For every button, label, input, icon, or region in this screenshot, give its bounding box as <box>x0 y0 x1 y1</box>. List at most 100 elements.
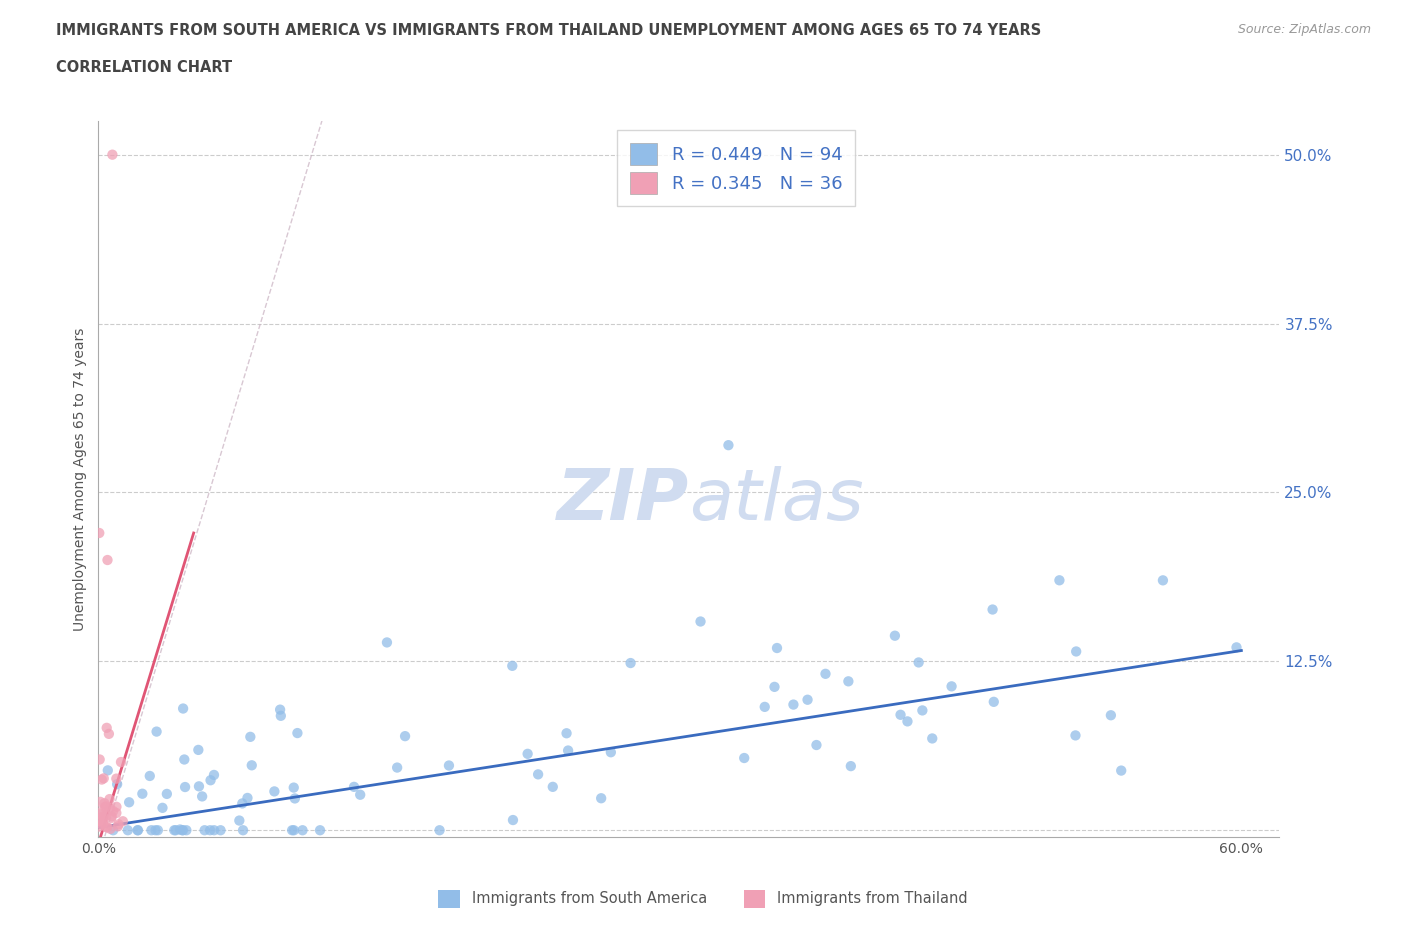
Point <box>1109 764 1132 778</box>
Point <box>91 816 114 830</box>
Point <box>105 777 128 791</box>
Point <box>176 823 198 838</box>
Point <box>232 823 254 838</box>
Point <box>105 805 128 820</box>
Point <box>96 820 118 835</box>
Point <box>198 823 221 838</box>
Point <box>983 695 1005 710</box>
Point <box>269 702 291 717</box>
Point <box>127 823 149 838</box>
Point <box>209 823 232 838</box>
Legend: R = 0.449   N = 94, R = 0.345   N = 36: R = 0.449 N = 94, R = 0.345 N = 36 <box>617 130 855 206</box>
Point <box>98 791 121 806</box>
Point <box>754 699 776 714</box>
Point <box>236 790 259 805</box>
Point <box>839 759 862 774</box>
Point <box>131 786 153 801</box>
Point <box>240 758 263 773</box>
Point <box>96 721 118 736</box>
Point <box>619 656 641 671</box>
Point <box>796 692 818 707</box>
Point <box>689 614 711 629</box>
Point <box>287 725 309 740</box>
Point <box>763 680 786 695</box>
Point <box>766 641 789 656</box>
Point <box>93 796 115 811</box>
Point <box>194 823 217 838</box>
Point <box>733 751 755 765</box>
Point <box>93 771 115 786</box>
Point <box>557 743 579 758</box>
Point <box>1064 728 1087 743</box>
Point <box>163 823 186 838</box>
Point <box>541 779 564 794</box>
Point <box>941 679 963 694</box>
Point <box>94 799 117 814</box>
Point <box>527 767 550 782</box>
Point <box>187 742 209 757</box>
Point <box>90 804 112 819</box>
Point <box>202 823 225 838</box>
Point <box>837 674 859 689</box>
Point <box>101 823 124 838</box>
Point <box>90 817 112 832</box>
Point <box>89 794 111 809</box>
Point <box>89 525 111 540</box>
Point <box>1064 644 1087 658</box>
Point <box>100 811 122 826</box>
Y-axis label: Unemployment Among Ages 65 to 74 years: Unemployment Among Ages 65 to 74 years <box>73 327 87 631</box>
Point <box>981 602 1004 617</box>
Point <box>156 787 179 802</box>
Point <box>270 709 292 724</box>
Text: IMMIGRANTS FROM SOUTH AMERICA VS IMMIGRANTS FROM THAILAND UNEMPLOYMENT AMONG AGE: IMMIGRANTS FROM SOUTH AMERICA VS IMMIGRA… <box>56 23 1042 38</box>
Point <box>87 819 110 834</box>
Point <box>105 800 128 815</box>
Point <box>782 698 804 712</box>
Point <box>806 737 828 752</box>
Point <box>111 814 134 829</box>
Text: Source: ZipAtlas.com: Source: ZipAtlas.com <box>1237 23 1371 36</box>
Point <box>437 758 460 773</box>
Point <box>343 779 366 794</box>
Text: ZIP: ZIP <box>557 466 689 535</box>
Point <box>349 788 371 803</box>
Point <box>921 731 943 746</box>
Point <box>97 763 120 777</box>
Point <box>98 801 121 816</box>
Point <box>516 747 538 762</box>
Point <box>1047 573 1070 588</box>
Point <box>555 725 578 740</box>
Point <box>107 817 129 831</box>
Point <box>283 823 305 838</box>
Point <box>814 667 837 682</box>
Point <box>263 784 285 799</box>
Point <box>152 801 174 816</box>
Point <box>291 823 314 838</box>
Point <box>394 729 416 744</box>
Point <box>202 767 225 782</box>
Point <box>429 823 451 838</box>
Point <box>174 779 197 794</box>
Point <box>599 745 621 760</box>
Point <box>172 823 194 838</box>
Point <box>96 552 118 567</box>
Point <box>169 822 191 837</box>
Point <box>188 779 211 794</box>
Point <box>90 772 112 787</box>
Point <box>191 789 214 804</box>
Point <box>94 800 117 815</box>
Point <box>889 708 911 723</box>
Point <box>717 438 740 453</box>
Point <box>1225 640 1247 655</box>
Point <box>89 752 111 767</box>
Point <box>91 809 114 824</box>
Point <box>385 760 408 775</box>
Point <box>281 823 304 838</box>
Point <box>911 703 934 718</box>
Point <box>173 752 195 767</box>
Point <box>139 768 162 783</box>
Point <box>127 823 149 838</box>
Point <box>145 724 167 739</box>
Point <box>172 823 194 838</box>
Point <box>231 796 253 811</box>
